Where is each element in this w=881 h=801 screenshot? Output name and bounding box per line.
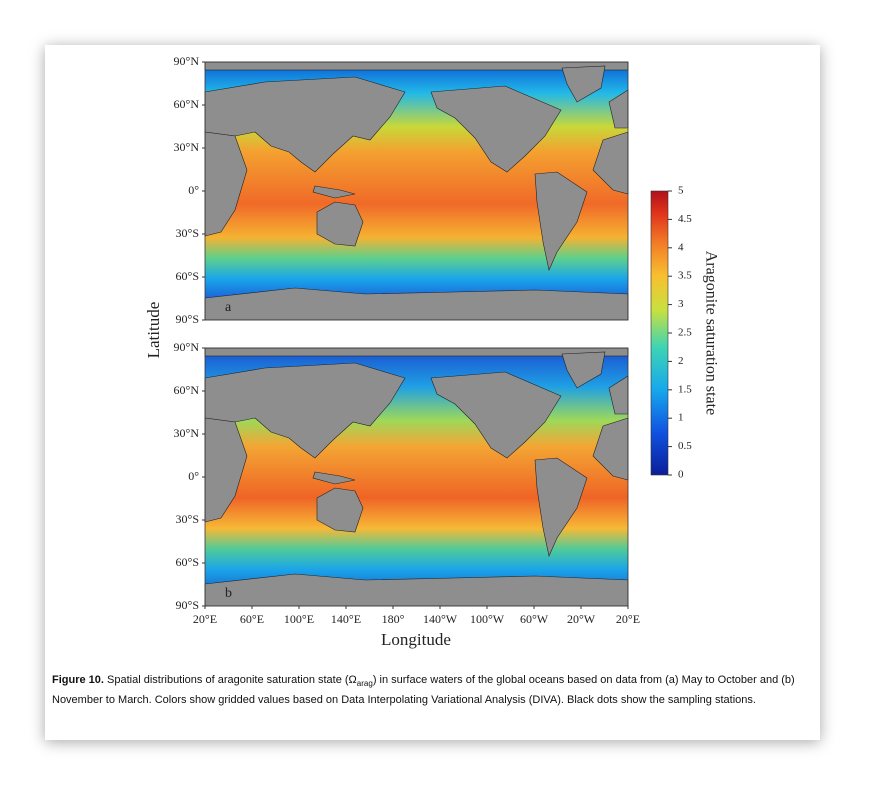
caption-label: Figure 10. bbox=[52, 674, 104, 686]
colorbar-tick-label: 4.5 bbox=[678, 213, 692, 225]
lat-tick-label: 60°S bbox=[176, 555, 199, 569]
lat-tick-label: 30°S bbox=[176, 512, 199, 526]
lat-tick-label: 30°N bbox=[174, 426, 200, 440]
x-axis-label: Longitude bbox=[381, 630, 451, 649]
lon-tick-label: 20°W bbox=[567, 612, 596, 626]
lat-tick-label: 90°N bbox=[174, 340, 200, 354]
lat-tick-label: 90°N bbox=[174, 54, 200, 68]
colorbar-tick-label: 2 bbox=[678, 355, 684, 367]
colorbar-tick-label: 0.5 bbox=[678, 440, 692, 452]
lat-tick-label: 60°N bbox=[174, 383, 200, 397]
colorbar-label: Aragonite saturation state bbox=[702, 251, 719, 415]
caption-text: Spatial distributions of aragonite satur… bbox=[107, 674, 357, 686]
map-panels: a 90°N 60°N 30°N 0° 30°S 60°S 90°S b 90°N 60°N 30°N… bbox=[174, 54, 641, 626]
caption: Figure 10. Spatial distributions of arag… bbox=[52, 672, 812, 708]
colorbar bbox=[650, 190, 669, 476]
lat-tick-label: 0° bbox=[188, 469, 199, 483]
lon-tick-label: 60°W bbox=[520, 612, 549, 626]
lat-tick-label: 30°N bbox=[174, 140, 200, 154]
panel-label: b bbox=[225, 586, 232, 601]
lon-tick-label: 20°E bbox=[616, 612, 640, 626]
lon-tick-label: 60°E bbox=[240, 612, 264, 626]
colorbar-tick-label: 3.5 bbox=[678, 270, 692, 282]
lat-tick-label: 90°S bbox=[176, 598, 199, 612]
figure: a 90°N 60°N 30°N 0° 30°S 60°S 90°S b 90°N 60°N 30°N… bbox=[144, 54, 719, 649]
colorbar-tick-label: 2.5 bbox=[678, 327, 692, 339]
lon-tick-label: 100°W bbox=[470, 612, 505, 626]
lon-tick-label: 140°W bbox=[423, 612, 458, 626]
colorbar-tick-label: 1 bbox=[678, 412, 684, 424]
colorbar-tick-label: 1.5 bbox=[678, 383, 692, 395]
panel-label: a bbox=[225, 300, 232, 315]
lat-tick-label: 30°S bbox=[176, 226, 199, 240]
lon-tick-label: 20°E bbox=[193, 612, 217, 626]
lon-tick-label: 100°E bbox=[284, 612, 314, 626]
colorbar-tick-label: 3 bbox=[678, 298, 684, 310]
y-axis-label: Latitude bbox=[144, 302, 163, 359]
colorbar-tick-label: 0 bbox=[678, 469, 684, 481]
lat-tick-label: 0° bbox=[188, 183, 199, 197]
colorbar-tick-label: 4 bbox=[678, 241, 684, 253]
lat-tick-label: 90°S bbox=[176, 312, 199, 326]
lon-tick-label: 180° bbox=[382, 612, 405, 626]
caption-text: ) in surface waters of the global oceans… bbox=[52, 674, 795, 707]
colorbar-tick-label: 5 bbox=[678, 185, 684, 197]
lat-tick-label: 60°N bbox=[174, 97, 200, 111]
lon-tick-label: 140°E bbox=[331, 612, 361, 626]
caption-subscript: arag bbox=[356, 679, 373, 689]
lat-tick-label: 60°S bbox=[176, 269, 199, 283]
